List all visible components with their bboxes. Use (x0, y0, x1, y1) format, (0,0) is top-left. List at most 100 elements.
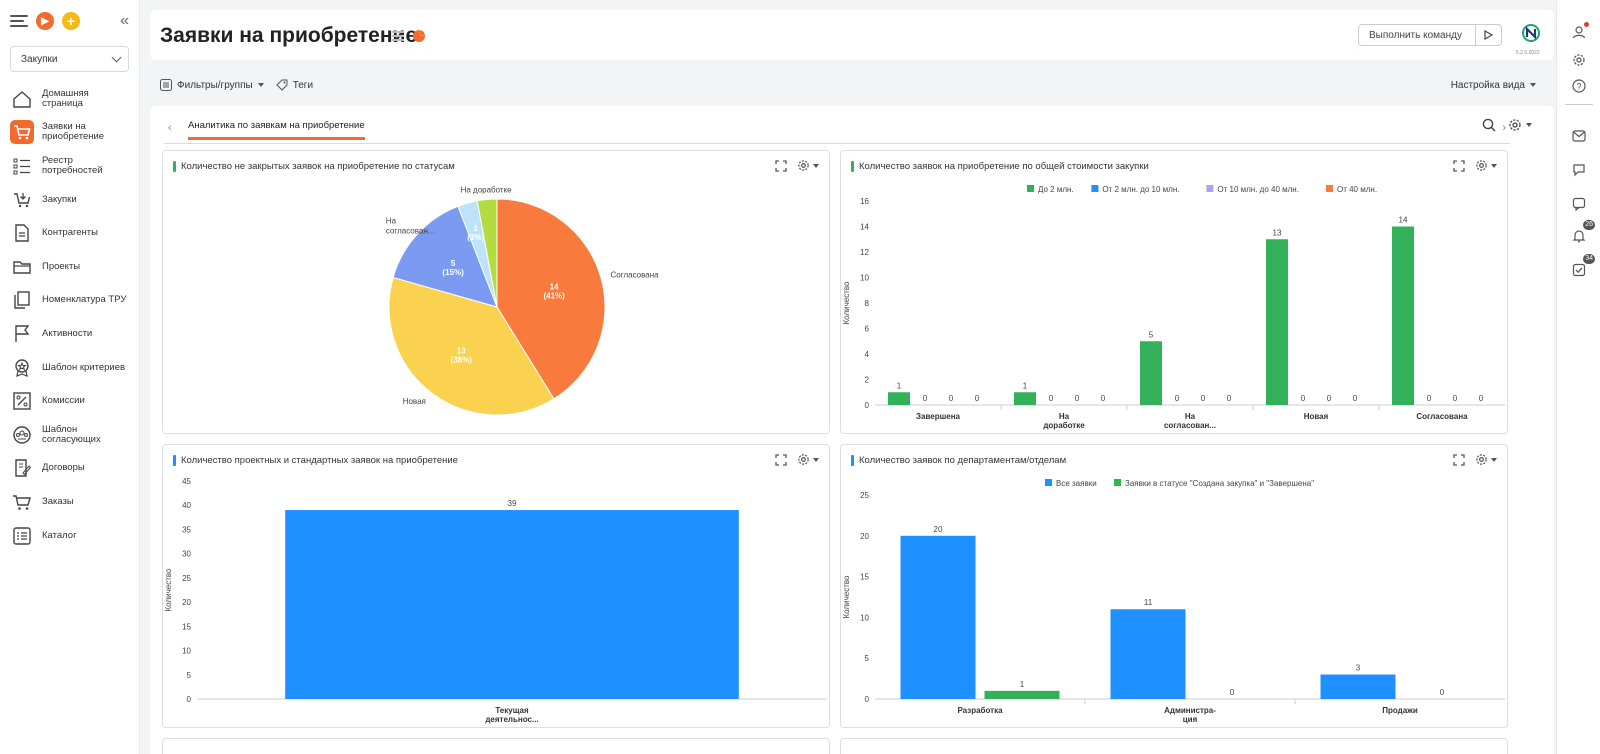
list-icon (10, 154, 34, 178)
sidebar-item-label-line: Заявки на (42, 121, 86, 133)
x-category-label: Новая (1304, 412, 1329, 421)
tags-label: Теги (292, 79, 314, 91)
sidebar-item-label-line: Договоры (42, 462, 85, 474)
next-card-top (840, 738, 1508, 754)
run-command-button[interactable] (1475, 25, 1501, 45)
sidebar-item[interactable]: Договоры (0, 452, 139, 486)
card-settings-button[interactable] (797, 159, 819, 172)
y-tick-label: 10 (860, 274, 869, 283)
sidebar-item[interactable]: Заказы (0, 485, 139, 519)
y-tick-label: 8 (865, 299, 870, 308)
sidebar-item-label-line: потребностей (42, 164, 103, 176)
mail-icon[interactable] (1569, 126, 1589, 146)
toolbar: Фильтры/группы Теги Настройка вида (160, 78, 1540, 92)
y-tick-label: 20 (182, 598, 191, 607)
sidebar-item[interactable]: Контрагенты (0, 216, 139, 250)
x-category-label: Завершена (916, 412, 961, 421)
sidebar-item[interactable]: Проекты (0, 250, 139, 284)
fullscreen-icon[interactable] (1453, 159, 1465, 172)
bar (1320, 674, 1396, 699)
card-settings-button[interactable] (1475, 453, 1497, 466)
sidebar-item[interactable]: Комиссии (0, 384, 139, 418)
fullscreen-icon[interactable] (1453, 453, 1465, 466)
y-tick-label: 14 (860, 223, 869, 232)
dashboard-settings-button[interactable] (1508, 118, 1532, 132)
y-tick-label: 2 (865, 376, 870, 385)
fullscreen-icon[interactable] (775, 453, 787, 466)
pie-chart-icon[interactable] (412, 29, 426, 43)
sidebar-item[interactable]: Активности (0, 317, 139, 351)
tasks-icon[interactable]: 34 (1569, 254, 1595, 280)
dashboard-content: ‹ Аналитика по заявкам на приобретение ›… (150, 106, 1554, 754)
fullscreen-icon[interactable] (775, 159, 787, 172)
sidebar-item[interactable]: Номенклатура ТРУ (0, 284, 139, 318)
caret-down-icon (1526, 123, 1532, 127)
bar-value-label: 0 (1479, 394, 1484, 403)
sidebar-item[interactable]: Заявки на приобретение (0, 116, 139, 150)
y-tick-label: 15 (860, 573, 869, 582)
tags-button[interactable]: Теги (275, 79, 314, 91)
y-tick-label: 10 (860, 613, 869, 622)
module-select-value: Закупки (21, 53, 58, 65)
caret-down-icon (813, 163, 819, 168)
home-icon (10, 87, 34, 111)
card-title-accent (173, 455, 176, 466)
rail-divider (1565, 104, 1593, 105)
sidebar-item[interactable]: Домашняя страница (0, 82, 139, 116)
caret-down-icon (1491, 163, 1497, 168)
pie-value-label: 1 (473, 224, 478, 233)
catalog-icon (10, 524, 34, 548)
sidebar-item[interactable]: Каталог (0, 519, 139, 553)
tab-scroll-right-icon[interactable]: › (1502, 122, 1506, 134)
settings-icon[interactable] (1569, 50, 1589, 70)
pie-value-label: 14 (550, 283, 559, 292)
bar (888, 392, 910, 405)
sidebar-item-label: Договоры (42, 463, 85, 473)
pie-percent-label: (38%) (451, 355, 473, 364)
bell-icon[interactable]: 26 (1569, 220, 1595, 246)
y-tick-label: 6 (865, 325, 870, 334)
sidebar-item[interactable]: Закупки (0, 183, 139, 217)
play-icon[interactable]: ▶ (36, 12, 54, 30)
chat-icon[interactable] (1569, 160, 1589, 180)
bar (285, 510, 739, 699)
comment-icon[interactable] (1569, 194, 1589, 214)
left-sidebar: ▶ + « Закупки Домашняя страница Заявки на п… (0, 0, 140, 754)
help-icon[interactable]: ? (1569, 76, 1589, 96)
notification-dot (1584, 22, 1589, 27)
bar-value-label: 0 (1353, 394, 1358, 403)
sidebar-item-label: Контрагенты (42, 228, 98, 238)
tab-analytics[interactable]: Аналитика по заявкам на приобретение (188, 120, 365, 140)
legend-label: От 40 млн. (1337, 185, 1377, 194)
add-icon[interactable]: + (62, 12, 80, 30)
search-icon[interactable] (1482, 118, 1496, 132)
sidebar-item[interactable]: Шаблон критериев (0, 351, 139, 385)
card-title-text: Количество проектных и стандартных заяво… (181, 455, 458, 466)
module-select[interactable]: Закупки (10, 46, 129, 72)
contract-icon (10, 456, 34, 480)
command-input[interactable]: Выполнить команду (1358, 24, 1502, 46)
card-settings-button[interactable] (797, 453, 819, 466)
sidebar-item[interactable]: Реестр потребностей (0, 149, 139, 183)
y-tick-label: 16 (860, 197, 869, 206)
tab-scroll-left-icon[interactable]: ‹ (168, 122, 172, 134)
legend-swatch (1027, 185, 1034, 192)
collapse-sidebar-icon[interactable]: « (120, 12, 129, 29)
sidebar-item-label-line: согласующих (42, 433, 101, 445)
chevron-down-icon (111, 52, 122, 62)
tab-bar: ‹ Аналитика по заявкам на приобретение › (164, 116, 1510, 144)
view-settings-button[interactable]: Настройка вида (1451, 80, 1536, 91)
x-category-label: На (1185, 412, 1196, 421)
title-menu-icon[interactable] (392, 31, 404, 41)
menu-icon[interactable] (10, 15, 28, 27)
card-settings-button[interactable] (1475, 159, 1497, 172)
project-bar-chart: 0 5 10 15 20 25 30 35 40 45 Количество 39 Текущаядея… (164, 477, 827, 724)
x-category-label: Разработка (957, 706, 1003, 715)
filters-button[interactable]: Фильтры/группы (160, 79, 264, 91)
y-tick-label: 20 (860, 532, 869, 541)
y-tick-label: 40 (182, 501, 191, 510)
y-tick-label: 15 (182, 622, 191, 631)
user-icon[interactable] (1569, 22, 1589, 42)
sidebar-item[interactable]: Шаблон согласующих (0, 418, 139, 452)
legend-swatch (1091, 185, 1099, 192)
